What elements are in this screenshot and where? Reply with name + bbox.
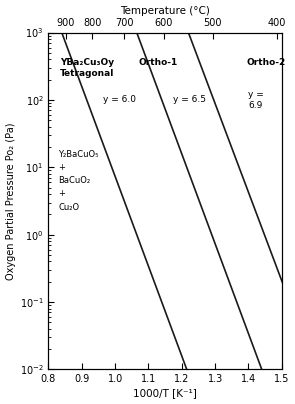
X-axis label: Temperature (°C): Temperature (°C) [120,6,210,16]
Text: Ortho-1: Ortho-1 [139,58,178,67]
Text: Ortho-2: Ortho-2 [247,58,286,67]
Text: Y₂BaCuO₅
+
BaCuO₂
+
Cu₂O: Y₂BaCuO₅ + BaCuO₂ + Cu₂O [58,150,99,212]
Y-axis label: Oxygen Partial Pressure Po₂ (Pa): Oxygen Partial Pressure Po₂ (Pa) [6,122,16,280]
Text: y =
6.9: y = 6.9 [248,90,264,109]
Text: y = 6.5: y = 6.5 [173,95,206,105]
Text: YBa₂Cu₃Oy
Tetragonal: YBa₂Cu₃Oy Tetragonal [60,58,114,78]
X-axis label: 1000/T [K⁻¹]: 1000/T [K⁻¹] [133,388,197,398]
Text: y = 6.0: y = 6.0 [104,95,136,105]
